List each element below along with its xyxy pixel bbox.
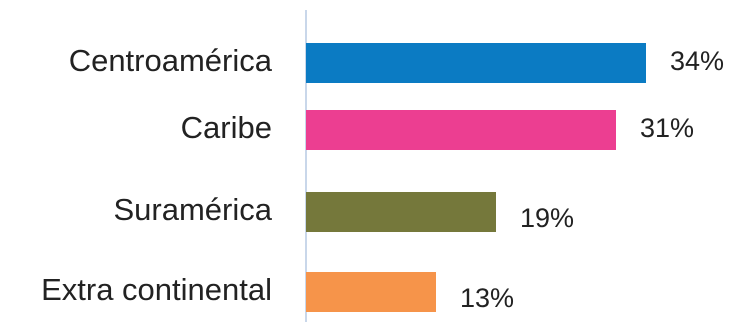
bars-layer: Centroamérica 34% Caribe 31% Suramérica 19% Ex… — [41, 43, 724, 313]
value-label-1: 31% — [640, 113, 694, 143]
bar-0 — [306, 43, 646, 83]
bar-3 — [306, 272, 436, 312]
bar-1 — [306, 110, 616, 150]
category-label-3: Extra continental — [41, 272, 272, 307]
category-label-0: Centroamérica — [69, 43, 273, 78]
category-label-1: Caribe — [181, 110, 272, 145]
value-label-3: 13% — [460, 283, 514, 313]
category-label-2: Suramérica — [114, 192, 273, 227]
value-label-0: 34% — [670, 46, 724, 76]
bar-2 — [306, 192, 496, 232]
value-label-2: 19% — [520, 203, 574, 233]
